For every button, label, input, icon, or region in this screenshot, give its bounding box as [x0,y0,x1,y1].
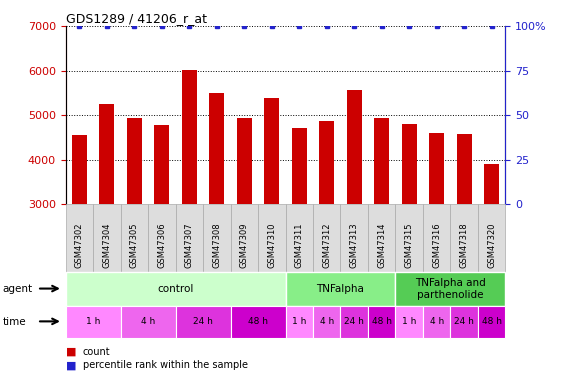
Text: 4 h: 4 h [320,317,334,326]
Bar [176,204,203,272]
Text: 48 h: 48 h [481,317,501,326]
Bar [99,104,114,204]
Bar [120,204,148,272]
Bar [368,306,395,338]
Bar [368,204,395,272]
Bar [423,306,451,338]
Text: GSM47307: GSM47307 [185,223,194,268]
Text: GSM47304: GSM47304 [102,223,111,268]
Text: GSM47316: GSM47316 [432,223,441,268]
Bar [347,90,362,204]
Bar [286,204,313,272]
Bar [340,306,368,338]
Text: control: control [158,284,194,294]
Bar [395,204,423,272]
Bar [231,306,286,338]
Text: TNFalpha: TNFalpha [316,284,364,294]
Text: ■: ■ [66,360,76,370]
Bar [231,204,258,272]
Text: 48 h: 48 h [248,317,268,326]
Bar [319,121,334,204]
Bar [203,204,231,272]
Text: time: time [3,316,26,327]
Bar [313,306,340,338]
Bar [286,306,313,338]
Text: 1 h: 1 h [86,317,100,326]
Bar [374,117,389,204]
Bar [182,70,197,204]
Text: 24 h: 24 h [344,317,364,326]
Text: GSM47320: GSM47320 [487,223,496,268]
Text: GSM47315: GSM47315 [405,223,413,268]
Bar [478,306,505,338]
Bar [478,204,505,272]
Text: GSM47310: GSM47310 [267,223,276,268]
Text: GSM47312: GSM47312 [322,223,331,268]
Text: 4 h: 4 h [429,317,444,326]
Text: GSM47305: GSM47305 [130,223,139,268]
Bar [340,204,368,272]
Text: 1 h: 1 h [402,317,416,326]
Text: 48 h: 48 h [372,317,392,326]
Bar [423,204,451,272]
Text: GSM47309: GSM47309 [240,223,249,268]
Bar [395,272,505,306]
Text: GSM47318: GSM47318 [460,223,469,268]
Bar [292,128,307,204]
Bar [484,164,499,204]
Text: GSM47306: GSM47306 [158,223,166,268]
Bar [313,204,340,272]
Bar [127,117,142,204]
Bar [286,272,395,306]
Text: GDS1289 / 41206_r_at: GDS1289 / 41206_r_at [66,12,207,25]
Text: GSM47302: GSM47302 [75,223,84,268]
Bar [154,125,170,204]
Bar [451,306,478,338]
Text: GSM47308: GSM47308 [212,223,222,268]
Bar [176,306,231,338]
Bar [120,306,176,338]
Text: agent: agent [3,284,33,294]
Bar [72,135,87,204]
Text: GSM47314: GSM47314 [377,223,386,268]
Text: ■: ■ [66,347,76,357]
Bar [258,204,286,272]
Text: count: count [83,347,110,357]
Bar [148,204,176,272]
Text: GSM47313: GSM47313 [349,223,359,268]
Text: TNFalpha and
parthenolide: TNFalpha and parthenolide [415,278,486,300]
Text: GSM47311: GSM47311 [295,223,304,268]
Bar [93,204,120,272]
Bar [429,133,444,204]
Text: 24 h: 24 h [454,317,474,326]
Text: 24 h: 24 h [193,317,213,326]
Text: 1 h: 1 h [292,317,307,326]
Bar [66,204,93,272]
Bar [66,272,286,306]
Text: percentile rank within the sample: percentile rank within the sample [83,360,248,370]
Bar [209,93,224,204]
Bar [395,306,423,338]
Bar [451,204,478,272]
Bar [264,98,279,204]
Bar [401,124,417,204]
Bar [457,135,472,204]
Bar [237,117,252,204]
Text: 4 h: 4 h [141,317,155,326]
Bar [66,306,120,338]
